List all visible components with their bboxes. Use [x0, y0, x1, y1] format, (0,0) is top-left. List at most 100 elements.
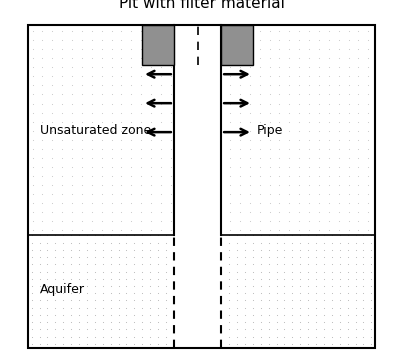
Point — [234, 334, 240, 340]
Point — [346, 73, 352, 79]
Bar — [142, 25, 174, 65]
Point — [258, 319, 264, 325]
Point — [234, 261, 240, 267]
Point — [321, 269, 327, 274]
Point — [89, 119, 95, 125]
Point — [138, 28, 145, 34]
Point — [352, 334, 359, 340]
Point — [69, 128, 75, 134]
Point — [100, 341, 106, 347]
Point — [150, 33, 156, 39]
Point — [237, 137, 243, 143]
Point — [360, 319, 367, 325]
Point — [352, 283, 359, 289]
Point — [109, 164, 115, 170]
Point — [30, 209, 36, 215]
Point — [30, 191, 36, 197]
Point — [267, 92, 273, 97]
Point — [99, 137, 105, 143]
Point — [227, 37, 233, 43]
Point — [164, 26, 170, 32]
Point — [286, 64, 293, 70]
Point — [250, 261, 256, 267]
Point — [344, 327, 351, 332]
Point — [289, 276, 295, 282]
Point — [247, 182, 253, 188]
Point — [147, 305, 153, 311]
Point — [346, 55, 352, 61]
Point — [336, 37, 342, 43]
Point — [44, 254, 51, 260]
Point — [138, 173, 145, 179]
Point — [40, 119, 46, 125]
Point — [281, 232, 288, 238]
Point — [316, 164, 322, 170]
Point — [123, 298, 130, 303]
Point — [257, 83, 263, 88]
Point — [52, 261, 58, 267]
Point — [226, 269, 232, 274]
Point — [76, 334, 82, 340]
Point — [242, 312, 248, 318]
Point — [236, 26, 242, 32]
Point — [305, 254, 311, 260]
Point — [148, 209, 154, 215]
Point — [356, 73, 362, 79]
Point — [59, 110, 66, 115]
Point — [352, 276, 359, 282]
Point — [306, 46, 312, 52]
Point — [89, 101, 95, 106]
Point — [267, 146, 273, 152]
Point — [128, 209, 135, 215]
Point — [148, 46, 154, 52]
Point — [89, 64, 95, 70]
Point — [306, 164, 312, 170]
Point — [52, 290, 58, 296]
Point — [368, 283, 374, 289]
Point — [222, 59, 228, 65]
Point — [257, 128, 263, 134]
Point — [243, 33, 249, 39]
Point — [336, 46, 342, 52]
Point — [143, 52, 149, 58]
Point — [329, 276, 335, 282]
Point — [99, 155, 105, 161]
Point — [250, 232, 256, 238]
Point — [360, 232, 367, 238]
Point — [276, 92, 283, 97]
Point — [107, 232, 114, 238]
Point — [237, 55, 243, 61]
Point — [138, 137, 145, 143]
Point — [40, 146, 46, 152]
Point — [305, 327, 311, 332]
Point — [168, 218, 174, 224]
Point — [148, 173, 154, 179]
Point — [40, 110, 46, 115]
Point — [115, 254, 122, 260]
Point — [305, 305, 311, 311]
Point — [49, 137, 55, 143]
Point — [346, 227, 352, 233]
Point — [99, 164, 105, 170]
Point — [222, 26, 228, 32]
Point — [89, 209, 95, 215]
Point — [30, 83, 36, 88]
Point — [143, 59, 149, 65]
Point — [273, 283, 280, 289]
Point — [118, 218, 125, 224]
Point — [69, 55, 75, 61]
Point — [237, 64, 243, 70]
Point — [273, 298, 280, 303]
Point — [313, 254, 319, 260]
Point — [356, 128, 362, 134]
Point — [344, 247, 351, 253]
Point — [296, 55, 303, 61]
Point — [247, 101, 253, 106]
Point — [148, 164, 154, 170]
Point — [60, 261, 66, 267]
Point — [139, 261, 145, 267]
Point — [59, 55, 66, 61]
Point — [157, 46, 163, 52]
Point — [30, 64, 36, 70]
Point — [305, 298, 311, 303]
